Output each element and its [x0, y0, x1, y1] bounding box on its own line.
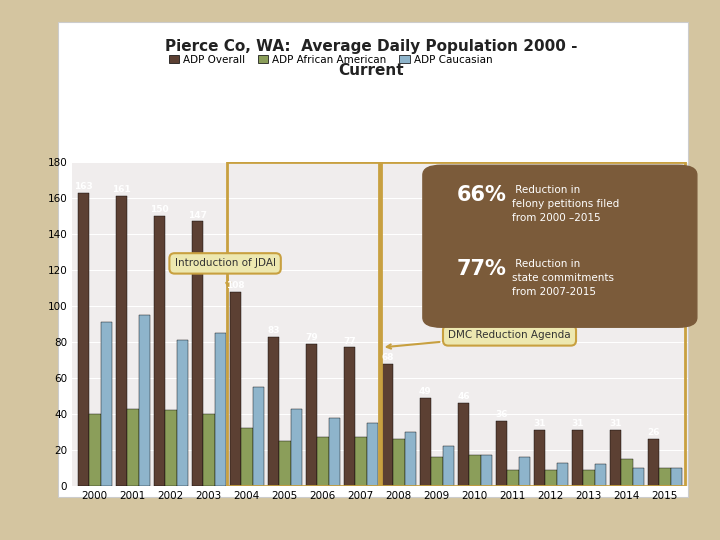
Text: 36: 36 — [495, 410, 508, 420]
Bar — [469, 455, 480, 486]
Text: 161: 161 — [112, 185, 131, 194]
Bar — [203, 414, 215, 486]
Text: Pierce Co, WA:  Average Daily Population 2000 -: Pierce Co, WA: Average Daily Population … — [165, 39, 577, 54]
Text: Reduction in
felony petitions filed
from 2000 –2015: Reduction in felony petitions filed from… — [512, 185, 619, 222]
Text: 49: 49 — [419, 387, 432, 396]
Bar — [443, 447, 454, 486]
Bar — [192, 221, 203, 486]
Bar — [215, 333, 226, 486]
Bar — [458, 403, 469, 486]
Text: 68: 68 — [381, 353, 394, 362]
Bar — [557, 463, 568, 486]
Bar — [227, 162, 381, 486]
Bar — [153, 216, 165, 486]
Bar — [138, 315, 150, 486]
Bar — [127, 409, 138, 486]
Text: 77%: 77% — [456, 259, 507, 279]
Bar — [659, 468, 670, 486]
Bar — [343, 347, 355, 486]
Bar — [431, 457, 443, 486]
Bar — [393, 439, 405, 486]
Bar — [572, 430, 583, 486]
Bar — [518, 457, 530, 486]
Legend: ADP Overall, ADP African American, ADP Caucasian: ADP Overall, ADP African American, ADP C… — [164, 51, 497, 69]
Bar — [230, 292, 241, 486]
Bar — [382, 363, 393, 486]
Text: Current: Current — [338, 63, 404, 78]
Bar — [89, 414, 101, 486]
Bar — [268, 336, 279, 486]
Bar — [495, 421, 507, 486]
Bar — [583, 470, 595, 486]
Text: 108: 108 — [226, 281, 245, 290]
Bar — [78, 193, 89, 486]
Text: 31: 31 — [571, 420, 584, 428]
Text: Reduction in
state commitments
from 2007-2015: Reduction in state commitments from 2007… — [512, 259, 614, 297]
Bar — [545, 470, 557, 486]
Text: 147: 147 — [188, 211, 207, 220]
Bar — [253, 387, 264, 486]
Bar — [595, 464, 606, 486]
Bar — [116, 196, 127, 486]
Text: 26: 26 — [647, 428, 660, 437]
Bar — [176, 340, 188, 486]
Bar — [648, 439, 659, 486]
FancyBboxPatch shape — [423, 165, 697, 327]
Bar — [290, 409, 302, 486]
Bar — [480, 455, 492, 486]
Text: 31: 31 — [533, 420, 546, 428]
Text: 31: 31 — [609, 420, 621, 428]
Bar — [621, 459, 632, 486]
Bar — [366, 423, 378, 486]
Bar — [317, 437, 328, 486]
Text: 163: 163 — [74, 182, 93, 191]
Bar — [507, 470, 518, 486]
Bar — [405, 432, 416, 486]
Bar — [610, 430, 621, 486]
Bar — [379, 162, 685, 486]
Text: 150: 150 — [150, 205, 168, 214]
Bar — [328, 417, 340, 486]
Bar — [101, 322, 112, 486]
Text: Introduction of JDAI: Introduction of JDAI — [175, 259, 276, 287]
Text: 46: 46 — [457, 393, 469, 401]
Text: DMC Reduction Agenda: DMC Reduction Agenda — [387, 330, 571, 349]
Text: 83: 83 — [267, 326, 279, 335]
Bar — [306, 344, 317, 486]
Bar — [534, 430, 545, 486]
Bar — [632, 468, 644, 486]
Bar — [279, 441, 290, 486]
Bar — [420, 398, 431, 486]
Bar — [670, 468, 682, 486]
Text: 66%: 66% — [456, 185, 507, 205]
Bar — [165, 410, 176, 486]
Text: 79: 79 — [305, 333, 318, 342]
Bar — [355, 437, 366, 486]
Text: 77: 77 — [343, 336, 356, 346]
Bar — [241, 428, 253, 486]
